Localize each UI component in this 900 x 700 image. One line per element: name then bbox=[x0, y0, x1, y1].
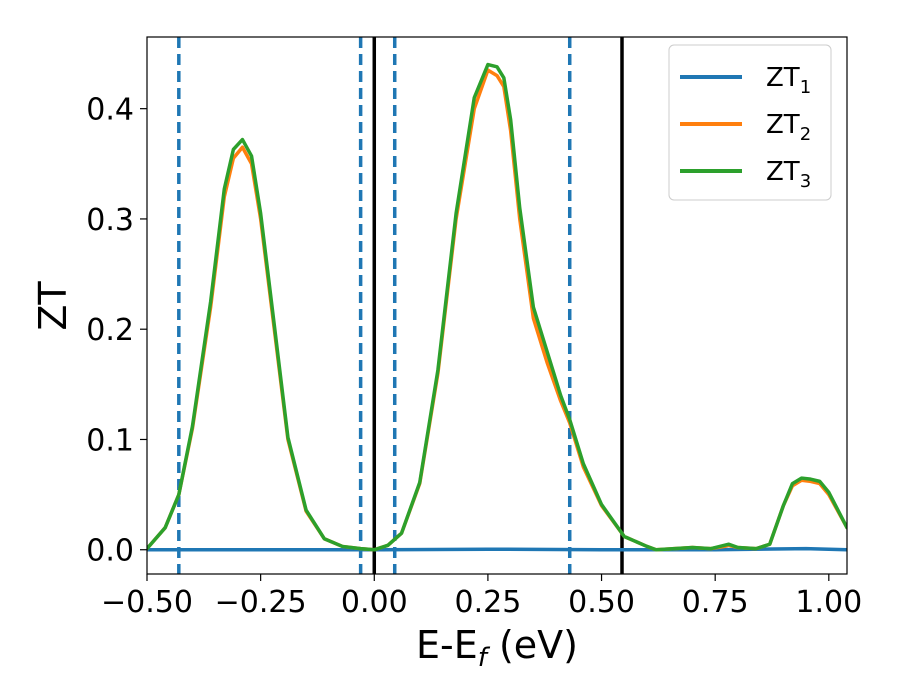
legend-entries: ZT1 ZT2 ZT3 bbox=[680, 63, 811, 192]
series-line-zt3 bbox=[147, 62, 847, 552]
plot-frame bbox=[146, 36, 848, 575]
x-axis: −0.50 −0.25 0.00 0.25 0.50 0.75 1.00 bbox=[101, 574, 862, 620]
series-line-zt1 bbox=[147, 546, 847, 552]
y-axis-title: ZT bbox=[31, 281, 75, 331]
x-tick-label: 0.25 bbox=[455, 585, 522, 620]
x-axis-title-unit: (eV) bbox=[487, 623, 578, 667]
y-axis: 0.0 0.1 0.2 0.3 0.4 bbox=[86, 93, 147, 569]
legend-label-zt2: ZT2 bbox=[766, 110, 811, 145]
legend-box bbox=[668, 44, 832, 201]
y-tick-label: 0.4 bbox=[86, 93, 134, 128]
reference-lines bbox=[177, 37, 624, 574]
x-tick-label: −0.50 bbox=[101, 585, 193, 620]
x-tick-label: −0.25 bbox=[215, 585, 307, 620]
x-tick-label: 0.00 bbox=[341, 585, 408, 620]
series-lines bbox=[147, 62, 847, 552]
y-tick-label: 0.0 bbox=[86, 534, 134, 569]
x-tick-label: 0.50 bbox=[568, 585, 635, 620]
y-tick-label: 0.3 bbox=[86, 203, 134, 238]
legend-label-zt3: ZT3 bbox=[766, 157, 811, 192]
x-tick-label: 1.00 bbox=[795, 585, 862, 620]
x-tick-label: 0.75 bbox=[682, 585, 749, 620]
x-axis-title: E-Ef (eV) bbox=[416, 623, 578, 673]
y-tick-label: 0.2 bbox=[86, 313, 134, 348]
x-axis-title-main: E-E bbox=[416, 623, 478, 667]
legend-label-zt1: ZT1 bbox=[766, 63, 811, 98]
y-tick-label: 0.1 bbox=[86, 423, 134, 458]
legend: ZT1 ZT2 ZT3 bbox=[668, 44, 832, 201]
